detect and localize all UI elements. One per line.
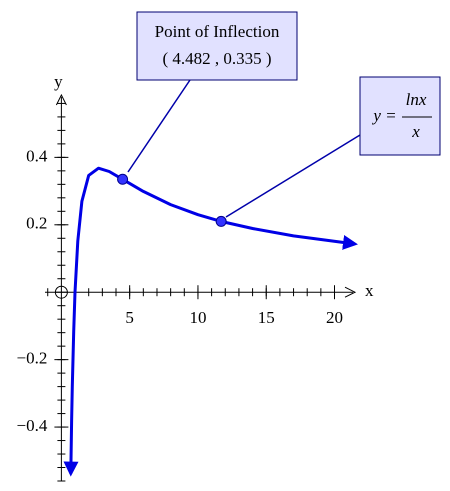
- annotation-box: [136, 11, 298, 81]
- curve: [63, 166, 358, 477]
- y-tick-label: 0.2: [26, 214, 47, 233]
- annotation-box: [359, 76, 441, 156]
- callout-line: [127, 79, 191, 173]
- y-tick-label: −0.4: [17, 416, 48, 435]
- annotation-equation: y = lnx x: [225, 76, 441, 218]
- equation-denominator: x: [411, 122, 420, 141]
- y-axis-label: y: [54, 72, 63, 91]
- y-tick-label: 0.4: [26, 146, 48, 165]
- x-tick-label: 15: [258, 308, 275, 327]
- x-tick-label: 10: [189, 308, 206, 327]
- equation-numerator: lnx: [406, 90, 427, 109]
- point: [117, 173, 129, 185]
- equation-lhs: y =: [371, 106, 396, 125]
- x-tick-label: 5: [125, 308, 134, 327]
- y-axis-arrow: [55, 93, 67, 106]
- y-tick-label: −0.2: [17, 349, 48, 368]
- point: [215, 215, 227, 227]
- callout-line: [225, 134, 361, 218]
- annotation-inflection: Point of Inflection ( 4.482 , 0.335 ): [127, 11, 298, 173]
- x-tick-label: 20: [326, 308, 343, 327]
- annotation-text: ( 4.482 , 0.335 ): [162, 49, 271, 68]
- x-axis-label: x: [365, 281, 374, 300]
- annotation-text: Point of Inflection: [155, 22, 280, 41]
